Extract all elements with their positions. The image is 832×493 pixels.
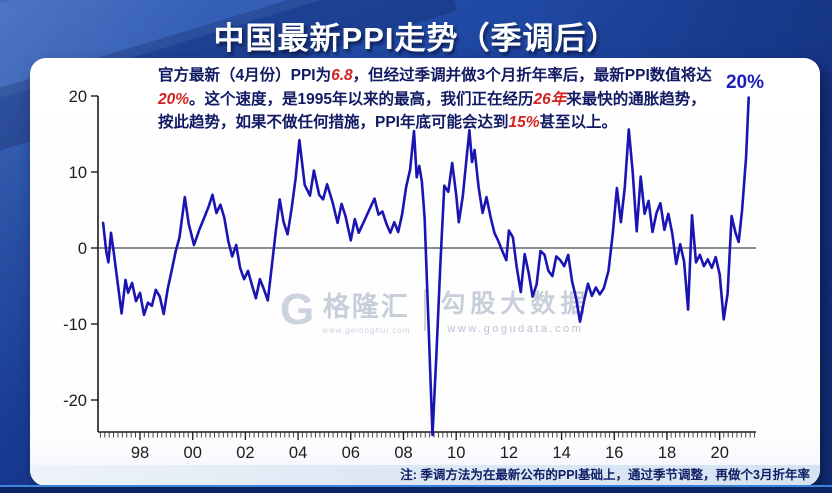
svg-text:98: 98	[131, 444, 149, 462]
svg-text:20: 20	[69, 88, 87, 106]
watermark-divider	[424, 288, 427, 331]
watermark-brand: 格隆汇	[322, 291, 410, 322]
svg-text:18: 18	[658, 444, 676, 462]
gelonghui-logo-icon: G	[280, 284, 315, 334]
annotation-line: 按此趋势，如果不做任何措施，PPI年底可能会达到15%甚至以上。	[158, 114, 618, 131]
svg-text:08: 08	[394, 444, 412, 462]
svg-text:20: 20	[711, 444, 729, 462]
svg-text:00: 00	[184, 444, 202, 462]
svg-text:10: 10	[69, 164, 87, 182]
watermark-product-block: 勾股大数据 www.gogudata.com	[440, 284, 590, 335]
watermark-brand-block: 格隆汇 www.gelonghui.com	[322, 285, 410, 335]
watermark-brand-url: www.gelonghui.com	[322, 325, 411, 335]
methodology-footnote: 注: 季调方法为在最新公布的PPI基础上，通过季节调整，再做个3月折年率	[400, 468, 810, 482]
svg-text:06: 06	[342, 444, 360, 462]
watermark-product: 勾股大数据	[440, 290, 591, 318]
annotation-line: 20%。这个速度，是1995年以来的最高，我们正在经历26年来最快的通胀趋势，	[158, 90, 706, 108]
watermark-product-url: www.gogudata.com	[447, 323, 584, 335]
svg-text:-20: -20	[63, 392, 87, 410]
chart-card: G 格隆汇 www.gelonghui.com 勾股大数据 www.goguda…	[30, 58, 820, 486]
svg-text:14: 14	[552, 444, 570, 462]
watermark: G 格隆汇 www.gelonghui.com 勾股大数据 www.goguda…	[280, 284, 590, 335]
svg-text:02: 02	[236, 444, 254, 462]
annotation-line: 官方最新（4月份）PPI为6.8，但经过季调并做3个月折年率后，最新PPI数值将…	[158, 67, 712, 84]
annotation-text: 官方最新（4月份）PPI为6.8，但经过季调并做3个月折年率后，最新PPI数值将…	[158, 64, 712, 135]
svg-text:-10: -10	[63, 316, 87, 334]
svg-text:04: 04	[289, 444, 307, 462]
svg-text:16: 16	[605, 444, 623, 462]
card-footer-strip: 注: 季调方法为在最新公布的PPI基础上，通过季节调整，再做个3月折年率	[30, 465, 820, 486]
svg-text:12: 12	[500, 444, 518, 462]
last-point-value-label: 20%	[725, 72, 765, 93]
svg-text:10: 10	[447, 444, 465, 462]
bottom-edge-bar	[0, 485, 832, 493]
page-title: 中国最新PPI走势（季调后）	[213, 21, 619, 56]
svg-text:0: 0	[78, 240, 87, 258]
